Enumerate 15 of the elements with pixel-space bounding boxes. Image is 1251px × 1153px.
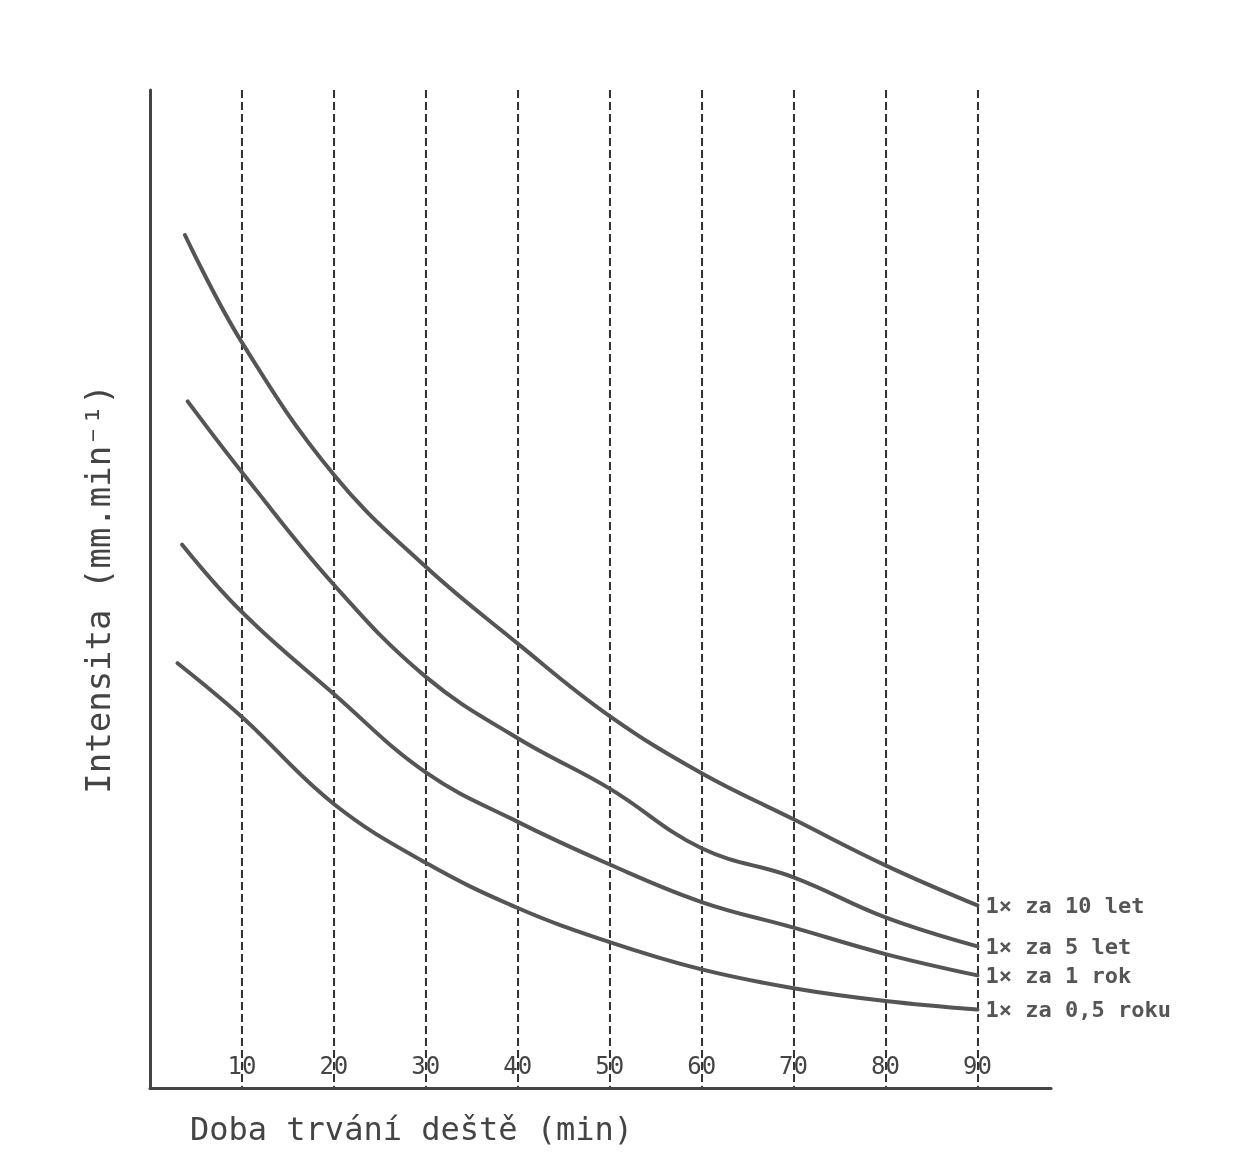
x-tick-label: 40: [503, 1052, 533, 1080]
y-axis-title: Intensita (mm.min⁻¹): [78, 384, 118, 794]
x-tick-label: 80: [871, 1052, 900, 1080]
x-tick-label: 20: [319, 1052, 349, 1080]
x-tick-label: 30: [411, 1052, 441, 1080]
series-label: 1× za 10 let: [985, 892, 1145, 918]
x-tick-label: 60: [687, 1052, 717, 1080]
series-label: 1× za 1 rok: [985, 962, 1132, 988]
series-label: 1× za 5 let: [985, 933, 1132, 959]
x-tick-label: 90: [963, 1052, 992, 1080]
series-label: 1× za 0,5 roku: [985, 997, 1171, 1023]
x-tick-label: 50: [595, 1052, 625, 1080]
x-axis-title: Doba trvání deště (min): [190, 1110, 634, 1148]
x-tick-label: 10: [227, 1052, 257, 1080]
x-tick-label: 70: [779, 1052, 809, 1080]
